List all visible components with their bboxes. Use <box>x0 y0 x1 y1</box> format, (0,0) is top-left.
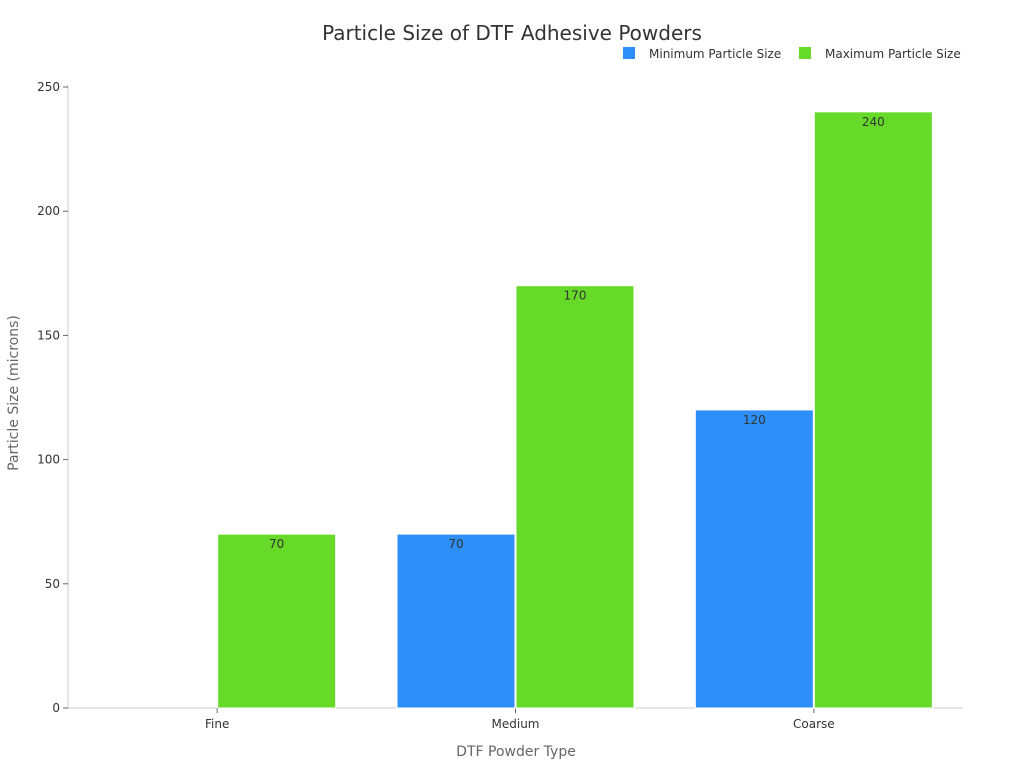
y-tick-label: 100 <box>37 453 60 467</box>
chart-title: Particle Size of DTF Adhesive Powders <box>322 21 702 45</box>
legend-swatch <box>799 47 811 59</box>
x-tick-label: Medium <box>492 717 540 731</box>
y-axis-title: Particle Size (microns) <box>6 315 22 471</box>
legend-label[interactable]: Maximum Particle Size <box>825 47 961 61</box>
x-axis-title: DTF Powder Type <box>456 744 576 760</box>
data-label: 240 <box>862 115 885 129</box>
legend-swatch <box>623 47 635 59</box>
x-tick-label: Fine <box>205 717 229 731</box>
bar-maximum-particle-size-fine[interactable] <box>217 533 337 709</box>
y-tick-label: 250 <box>37 80 60 94</box>
y-tick-label: 0 <box>52 701 60 715</box>
data-label: 70 <box>448 537 463 551</box>
data-labels-group: 70 70 170 120 240 <box>269 115 885 551</box>
data-label: 170 <box>564 289 587 303</box>
bar-maximum-particle-size-medium[interactable] <box>515 285 635 709</box>
x-axis: Fine Medium Coarse <box>68 707 963 731</box>
legend: Minimum Particle Size Maximum Particle Si… <box>623 47 961 61</box>
bars-group <box>217 111 933 709</box>
y-tick-label: 50 <box>45 577 60 591</box>
legend-label[interactable]: Minimum Particle Size <box>649 47 781 61</box>
bar-minimum-particle-size-coarse[interactable] <box>694 409 814 709</box>
bar-maximum-particle-size-coarse[interactable] <box>813 111 933 709</box>
bar-minimum-particle-size-medium[interactable] <box>396 533 516 709</box>
y-tick-label: 200 <box>37 204 60 218</box>
y-tick-label: 150 <box>37 328 60 342</box>
y-axis: 0 50 100 150 200 250 <box>37 80 69 715</box>
data-label: 120 <box>743 413 766 427</box>
x-tick-label: Coarse <box>793 717 835 731</box>
data-label: 70 <box>269 537 284 551</box>
